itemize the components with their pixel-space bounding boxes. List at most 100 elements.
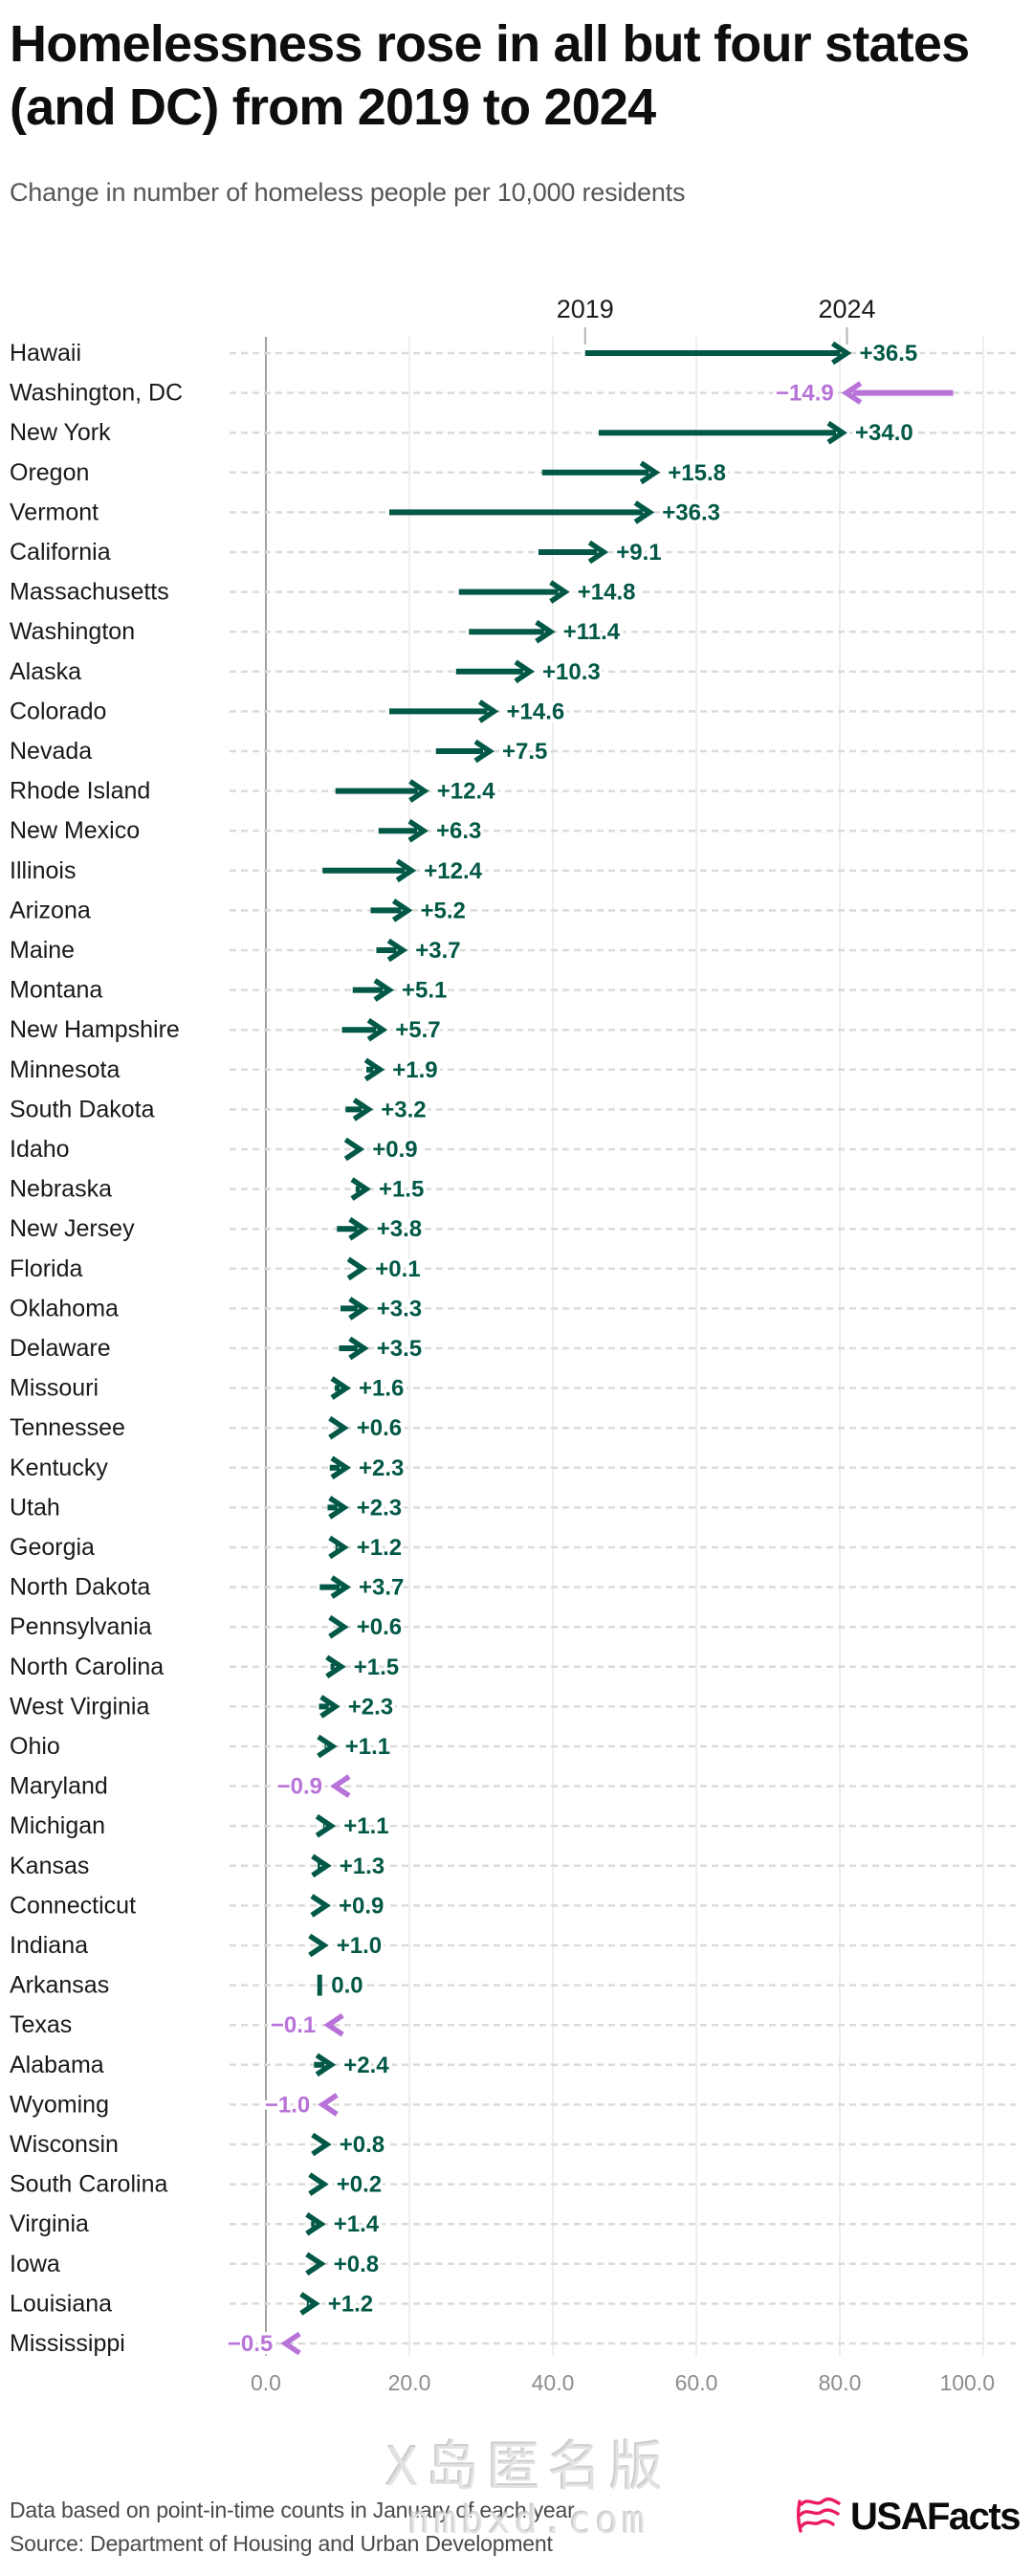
state-row-label: New Mexico <box>10 817 140 844</box>
change-value-label: +12.4 <box>437 779 495 805</box>
change-value-label: −0.1 <box>271 2012 316 2038</box>
change-arrow-head <box>310 1894 331 1918</box>
change-value-label: +14.8 <box>578 580 636 606</box>
change-arrow-head <box>587 540 609 565</box>
state-row-label: Mississippi <box>10 2330 125 2357</box>
change-arrow-head <box>330 1455 351 1480</box>
state-row-label: Pennsylvania <box>10 1613 152 1640</box>
change-arrow-head <box>315 2053 337 2077</box>
change-arrow-head <box>408 779 429 803</box>
change-value-label: +0.9 <box>372 1137 417 1163</box>
state-row-label: Kentucky <box>10 1455 108 1481</box>
state-row-label: Wyoming <box>10 2091 109 2118</box>
change-value-label: +15.8 <box>668 460 726 486</box>
change-value-label: +36.3 <box>662 500 720 525</box>
change-arrow-head <box>350 1177 371 1201</box>
change-arrow-head <box>317 1734 338 1759</box>
change-value-label: +2.3 <box>348 1694 393 1720</box>
state-row-label: Louisiana <box>10 2290 112 2317</box>
state-row-label: Georgia <box>10 1534 95 1561</box>
state-row-label: North Dakota <box>10 1574 150 1601</box>
change-value-label: +6.3 <box>436 818 481 844</box>
axis-tick-label: 40.0 <box>532 2370 575 2395</box>
change-value-label: +3.8 <box>377 1216 422 1242</box>
change-arrow-head <box>343 1137 365 1162</box>
change-arrow-head <box>319 1695 341 1719</box>
change-value-label: −0.5 <box>228 2331 273 2357</box>
change-arrow-head <box>348 1216 369 1241</box>
state-row-label: Kansas <box>10 1853 89 1879</box>
change-value-label: +3.7 <box>359 1575 404 1601</box>
change-value-label: +7.5 <box>502 739 547 765</box>
change-arrow-head <box>348 1336 369 1361</box>
axis-tick-label: 80.0 <box>819 2370 862 2395</box>
state-row-label: Nevada <box>10 738 92 765</box>
chart-subtitle: Change in number of homeless people per … <box>10 178 686 207</box>
axis-tick-label: 100.0 <box>939 2370 995 2395</box>
change-arrow-head <box>299 2292 320 2316</box>
change-arrow-head <box>363 1057 385 1082</box>
change-value-label: +0.6 <box>357 1614 402 1640</box>
footer-source: Source: Department of Housing and Urban … <box>10 2530 553 2556</box>
state-row-label: Arizona <box>10 897 91 923</box>
change-arrow-head <box>830 341 852 366</box>
change-arrow-head <box>330 1774 351 1798</box>
change-arrow-head <box>639 460 661 485</box>
usafacts-flag-icon <box>793 2492 843 2543</box>
change-value-label: +3.7 <box>415 938 460 964</box>
change-arrow-head <box>395 858 417 883</box>
change-arrow-head <box>366 1017 388 1042</box>
change-value-label: +1.9 <box>392 1057 437 1083</box>
change-arrow-head <box>328 1415 349 1440</box>
change-value-label: +1.2 <box>328 2291 373 2317</box>
state-row-label: Florida <box>10 1255 83 1282</box>
change-arrow-head <box>346 1256 368 1281</box>
state-row-label: Connecticut <box>10 1892 136 1919</box>
change-value-label: +2.4 <box>343 2053 389 2078</box>
state-row-label: Wisconsin <box>10 2131 119 2158</box>
state-row-label: Rhode Island <box>10 778 150 805</box>
change-value-label: +0.1 <box>375 1256 420 1282</box>
state-row-label: New Hampshire <box>10 1016 180 1043</box>
change-value-label: +1.5 <box>354 1654 399 1680</box>
change-value-label: +0.8 <box>334 2252 379 2277</box>
change-value-label: −1.0 <box>265 2092 310 2118</box>
change-arrow-head <box>325 1654 346 1679</box>
change-arrow-head <box>373 978 394 1002</box>
state-row-label: Minnesota <box>10 1056 120 1083</box>
state-row-label: New York <box>10 419 111 446</box>
axis-tick-label: 60.0 <box>675 2370 718 2395</box>
state-row-label: Colorado <box>10 698 106 724</box>
change-arrow-head <box>323 2012 344 2037</box>
change-arrow-head <box>328 1614 349 1639</box>
change-arrow-head <box>352 1098 374 1121</box>
year-header-2019: 2019 <box>557 295 614 323</box>
change-value-label: +0.2 <box>337 2172 382 2198</box>
year-header-2024: 2024 <box>818 295 875 323</box>
state-row-label: Maine <box>10 937 75 964</box>
state-row-label: Utah <box>10 1494 60 1521</box>
axis-tick-label: 0.0 <box>251 2370 281 2395</box>
change-arrow-head <box>280 2331 301 2356</box>
change-value-label: +3.3 <box>377 1296 422 1321</box>
state-row-label: California <box>10 539 111 566</box>
change-arrow-head <box>308 2172 329 2196</box>
change-arrow-head <box>391 899 413 922</box>
state-row-label: Oregon <box>10 459 89 486</box>
state-row-label: Ohio <box>10 1733 60 1760</box>
change-value-label: +0.8 <box>340 2132 385 2158</box>
change-value-label: +2.3 <box>357 1495 402 1521</box>
change-value-label: +36.5 <box>860 341 918 366</box>
change-value-label: +11.4 <box>563 619 621 645</box>
change-arrow-head <box>633 500 655 524</box>
page-title: Homelessness rose in all but four states… <box>10 15 970 136</box>
state-row-label: Michigan <box>10 1812 105 1839</box>
state-row-label: West Virginia <box>10 1693 149 1720</box>
state-row-label: Texas <box>10 2011 72 2038</box>
state-row-label: Missouri <box>10 1375 99 1402</box>
change-arrow-head <box>328 1535 349 1560</box>
change-value-label: +1.1 <box>345 1734 390 1760</box>
state-row-label: Iowa <box>10 2251 60 2277</box>
